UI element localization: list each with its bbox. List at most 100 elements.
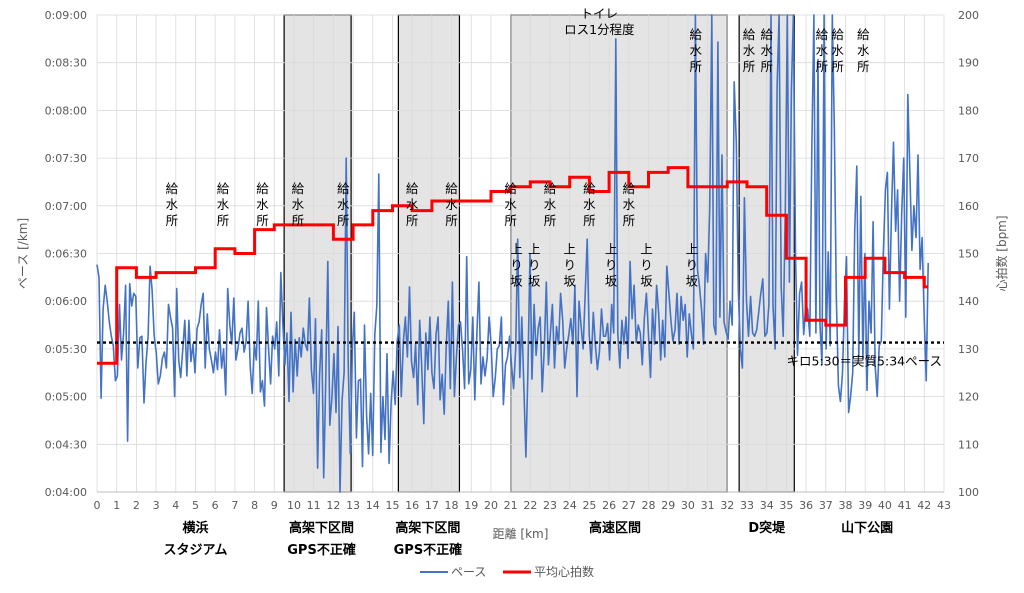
x-tick-label: 6 bbox=[212, 499, 219, 512]
annotation-label: 給水所 bbox=[166, 181, 179, 228]
grid-lines bbox=[96, 14, 945, 493]
legend-label-heart-rate: 平均心拍数 bbox=[534, 564, 594, 579]
legend: ペース 平均心拍数 bbox=[420, 564, 594, 579]
y-right-tick-label: 160 bbox=[958, 200, 979, 213]
x-tick-label: 2 bbox=[133, 499, 140, 512]
y-left-tick-label: 0:08:00 bbox=[45, 104, 87, 117]
x-tick-label: 42 bbox=[917, 499, 931, 512]
x-tick-label: 8 bbox=[251, 499, 258, 512]
y-axis-left-title: ペース [/km] bbox=[16, 218, 30, 289]
x-tick-label: 21 bbox=[504, 499, 518, 512]
annotations: 給水所給水所給水所給水所給水所給水所給水所給水所給水所給水所給水所給水所給水所給… bbox=[166, 6, 870, 288]
x-tick-label: 40 bbox=[878, 499, 892, 512]
region-label: 山下公園 bbox=[841, 520, 893, 536]
x-tick-label: 12 bbox=[326, 499, 340, 512]
y-right-tick-label: 140 bbox=[958, 295, 979, 308]
x-tick-label: 13 bbox=[346, 499, 360, 512]
x-tick-label: 28 bbox=[642, 499, 656, 512]
x-tick-label: 15 bbox=[385, 499, 399, 512]
x-tick-label: 43 bbox=[937, 499, 951, 512]
annotation-label: 給水所 bbox=[857, 27, 870, 74]
x-tick-label: 24 bbox=[563, 499, 577, 512]
reference-line-group: キロ5:30＝実質5:34ペース bbox=[97, 341, 944, 369]
y-left-tick-label: 0:05:00 bbox=[45, 391, 87, 404]
annotation-label: 給水所 bbox=[690, 27, 703, 74]
region-label: 横浜スタジアム bbox=[163, 520, 227, 558]
x-tick-label: 9 bbox=[271, 499, 278, 512]
y-left-tick-label: 0:05:30 bbox=[45, 343, 87, 356]
y-right-tick-label: 170 bbox=[958, 152, 979, 165]
annotation-label: 給水所 bbox=[544, 181, 557, 228]
reference-line-label: キロ5:30＝実質5:34ペース bbox=[786, 354, 942, 369]
x-tick-label: 16 bbox=[405, 499, 419, 512]
annotation-label: 上り坂 bbox=[605, 242, 618, 289]
annotation-label: 上り坂 bbox=[686, 242, 699, 289]
x-tick-label: 22 bbox=[523, 499, 537, 512]
annotation-label: トイレロス1分程度 bbox=[564, 6, 635, 37]
y-right-tick-label: 150 bbox=[958, 248, 979, 261]
tick-labels: 0 1 2 3 4 5 6 7 8 9 10 11 12 13 14 15 16 17 18 19 20 21 22 23 24… bbox=[45, 9, 979, 512]
x-tick-label: 14 bbox=[366, 499, 380, 512]
annotation-label: 上り坂 bbox=[563, 242, 576, 289]
x-tick-label: 38 bbox=[839, 499, 853, 512]
x-tick-label: 37 bbox=[819, 499, 833, 512]
x-tick-label: 7 bbox=[231, 499, 238, 512]
y-left-tick-label: 0:07:30 bbox=[45, 152, 87, 165]
x-tick-label: 18 bbox=[445, 499, 459, 512]
pace-series bbox=[96, 14, 929, 493]
y-right-tick-label: 180 bbox=[958, 104, 979, 117]
x-tick-label: 20 bbox=[484, 499, 498, 512]
y-left-tick-label: 0:09:00 bbox=[45, 9, 87, 22]
y-right-tick-label: 200 bbox=[958, 9, 979, 22]
x-tick-label: 26 bbox=[602, 499, 616, 512]
y-right-tick-label: 110 bbox=[958, 438, 979, 451]
annotation-label: 給水所 bbox=[504, 181, 517, 228]
region-label: 高架下区間 GPS不正確 bbox=[394, 520, 463, 558]
y-left-tick-label: 0:04:30 bbox=[45, 438, 87, 451]
x-tick-label: 10 bbox=[287, 499, 301, 512]
x-tick-label: 41 bbox=[898, 499, 912, 512]
x-tick-label: 31 bbox=[701, 499, 715, 512]
y-left-tick-label: 0:06:30 bbox=[45, 248, 87, 261]
annotation-label: 給水所 bbox=[406, 181, 419, 228]
x-tick-label: 33 bbox=[740, 499, 754, 512]
y-right-tick-label: 100 bbox=[958, 486, 979, 499]
annotation-label: 給水所 bbox=[256, 181, 269, 228]
x-tick-label: 27 bbox=[622, 499, 636, 512]
x-tick-label: 11 bbox=[307, 499, 321, 512]
annotation-label: 給水所 bbox=[217, 181, 230, 228]
region-label: 高架下区間 GPS不正確 bbox=[287, 520, 356, 558]
annotation-label: 給水所 bbox=[831, 27, 844, 74]
y-axis-right-title: 心拍数 [bpm] bbox=[994, 215, 1009, 291]
x-tick-label: 5 bbox=[192, 499, 199, 512]
annotation-label: 給水所 bbox=[292, 181, 305, 228]
y-left-tick-label: 0:07:00 bbox=[45, 200, 87, 213]
annotation-label: 給水所 bbox=[583, 181, 596, 228]
y-right-tick-label: 120 bbox=[958, 391, 979, 404]
annotation-label: 給水所 bbox=[743, 27, 756, 74]
y-left-tick-label: 0:06:00 bbox=[45, 295, 87, 308]
pace-line bbox=[96, 14, 929, 493]
annotation-label: 給水所 bbox=[445, 181, 458, 228]
x-tick-label: 29 bbox=[661, 499, 675, 512]
annotation-label: 給水所 bbox=[760, 27, 773, 74]
x-tick-label: 19 bbox=[464, 499, 478, 512]
annotation-label: 給水所 bbox=[816, 27, 829, 74]
x-tick-label: 32 bbox=[720, 499, 734, 512]
x-tick-label: 35 bbox=[779, 499, 793, 512]
annotation-label: 給水所 bbox=[337, 181, 350, 228]
x-tick-label: 36 bbox=[799, 499, 813, 512]
y-right-tick-label: 190 bbox=[958, 57, 979, 70]
x-tick-label: 34 bbox=[760, 499, 774, 512]
annotation-label: 上り坂 bbox=[640, 242, 653, 289]
region-label: 高速区間 bbox=[589, 520, 641, 536]
x-axis-title: 距離 [km] bbox=[493, 527, 549, 541]
annotation-label: 上り坂 bbox=[510, 242, 523, 289]
y-left-tick-label: 0:08:30 bbox=[45, 57, 87, 70]
annotation-label: 上り坂 bbox=[528, 242, 541, 289]
heart-rate-series bbox=[97, 166, 929, 365]
x-tick-label: 30 bbox=[681, 499, 695, 512]
legend-label-pace: ペース bbox=[451, 565, 486, 579]
